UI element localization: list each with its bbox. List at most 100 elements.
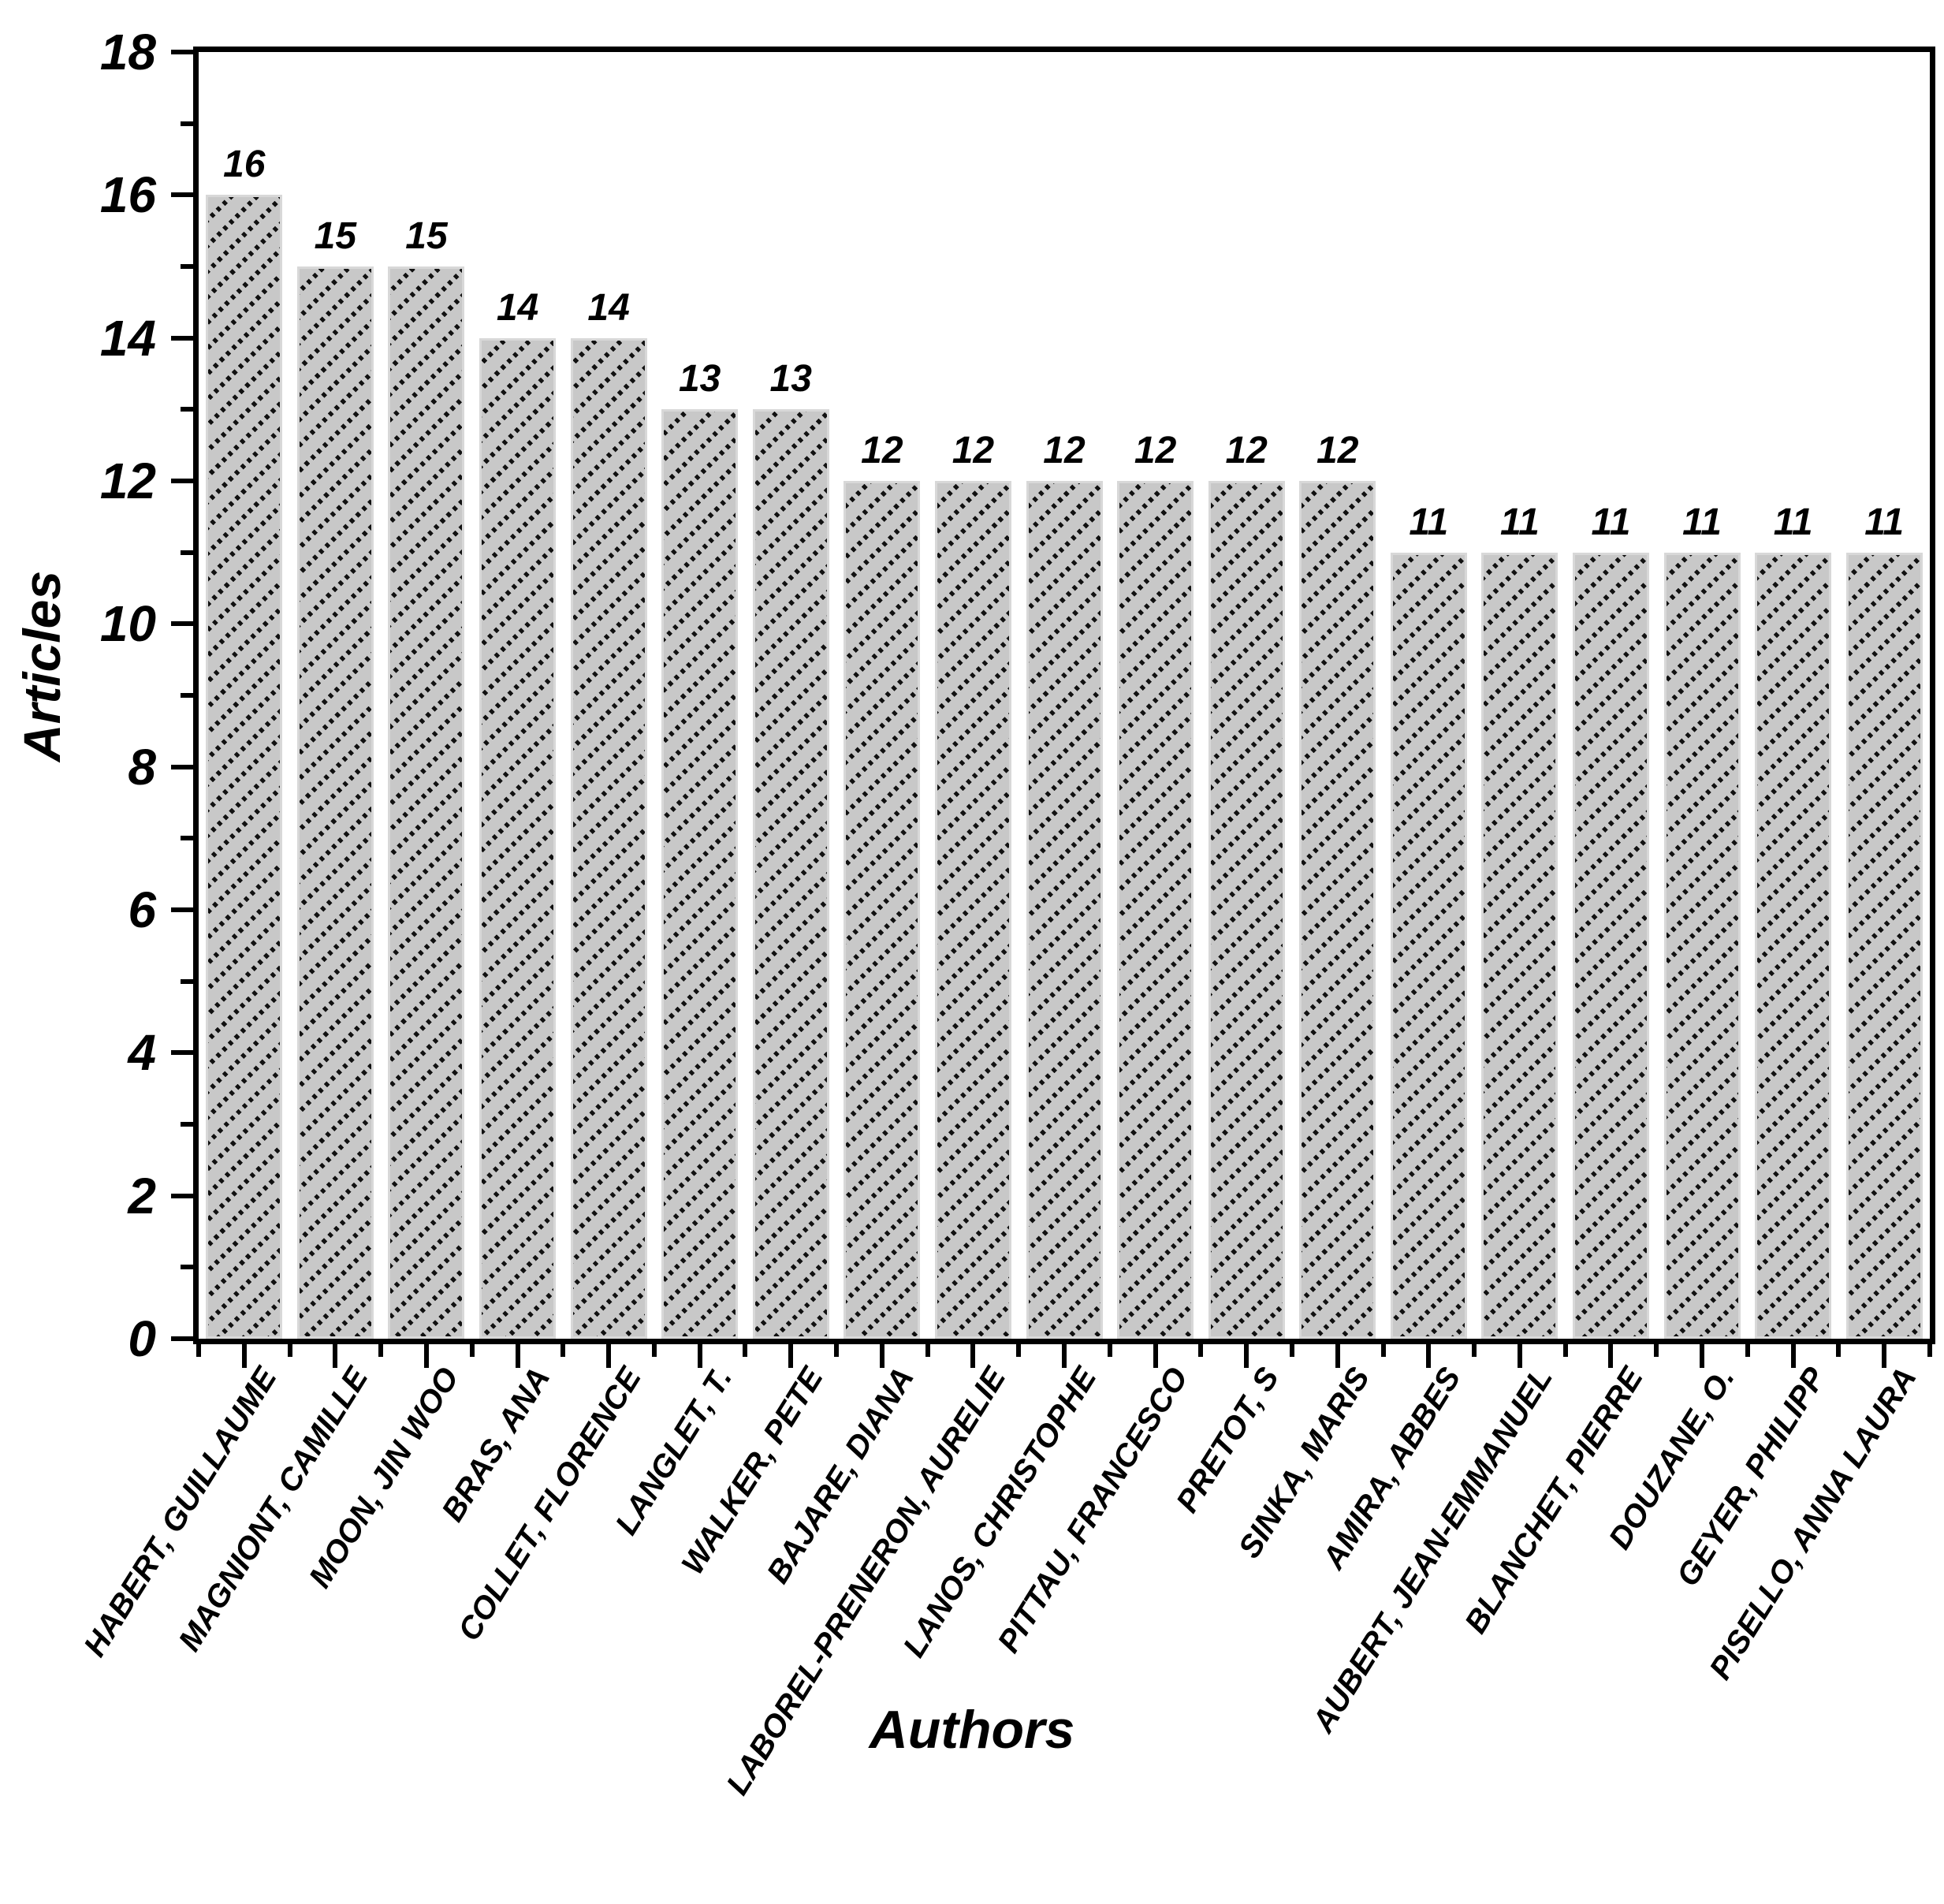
bar-value-label: 16 [223, 143, 266, 186]
y-minor-tick [181, 264, 193, 269]
x-major-tick [241, 1344, 247, 1368]
bar-value-label: 13 [678, 358, 721, 401]
bar-value-label: 11 [1682, 501, 1722, 543]
bar-laborel-preneron-aurelie [934, 481, 1011, 1339]
bar-sinka-maris [1299, 481, 1376, 1339]
x-major-tick [1153, 1344, 1158, 1368]
x-minor-tick [196, 1344, 201, 1357]
bar-value-label: 11 [1773, 501, 1813, 543]
bar-walker-pete [752, 409, 829, 1339]
x-minor-tick [1016, 1344, 1022, 1357]
bar-lanos-christophe [1026, 481, 1103, 1339]
y-minor-tick [181, 550, 193, 555]
bar-blanchet-pierre [1572, 552, 1649, 1339]
x-axis-title: Authors [869, 1700, 1075, 1760]
x-minor-tick [469, 1344, 475, 1357]
y-major-tick [171, 50, 193, 54]
bar-aubert-jean-emmanuel [1481, 552, 1559, 1339]
x-major-tick [515, 1344, 520, 1368]
x-major-tick [697, 1344, 702, 1368]
bar-magniont-camille [296, 266, 374, 1339]
y-minor-tick [181, 978, 193, 984]
x-minor-tick [925, 1344, 930, 1357]
y-tick-label: 10 [99, 595, 156, 653]
y-tick-label: 4 [128, 1024, 156, 1082]
bar-value-label: 14 [496, 286, 539, 329]
bar-value-label: 15 [314, 215, 357, 257]
bar-value-label: 12 [1316, 430, 1359, 471]
bar-pisello-anna-laura [1845, 552, 1923, 1339]
bar-value-label: 11 [1409, 501, 1449, 543]
x-minor-tick [1836, 1344, 1842, 1357]
x-minor-tick [1745, 1344, 1750, 1357]
y-major-tick [171, 764, 193, 769]
x-minor-tick [560, 1344, 566, 1357]
y-major-tick [171, 192, 193, 198]
bar-bras-ana [479, 337, 557, 1339]
bar-value-label: 15 [405, 215, 448, 257]
bar-value-label: 13 [769, 358, 812, 401]
bar-geyer-philipp [1755, 552, 1832, 1339]
x-major-tick [1335, 1344, 1340, 1368]
x-major-tick [879, 1344, 884, 1368]
x-minor-tick [287, 1344, 292, 1357]
bar-value-label: 14 [587, 286, 630, 329]
x-minor-tick [1927, 1344, 1932, 1357]
bar-value-label: 11 [1499, 501, 1540, 543]
y-major-tick [171, 1193, 193, 1198]
x-minor-tick [1289, 1344, 1294, 1357]
x-major-tick [606, 1344, 612, 1368]
bar-value-label: 11 [1591, 501, 1631, 543]
x-minor-tick [651, 1344, 657, 1357]
x-major-tick [1062, 1344, 1067, 1368]
x-minor-tick [743, 1344, 748, 1357]
x-tick-label: COLLET, FLORENCE [451, 1361, 648, 1647]
x-tick-label: BLANCHET, PIERRE [1458, 1361, 1651, 1640]
x-major-tick [788, 1344, 794, 1368]
y-tick-label: 8 [128, 738, 156, 796]
y-minor-tick [181, 1122, 193, 1127]
x-major-tick [1882, 1344, 1887, 1368]
y-minor-tick [181, 121, 193, 126]
y-major-tick [171, 907, 193, 912]
y-tick-label: 2 [128, 1167, 156, 1224]
y-tick-label: 0 [128, 1310, 156, 1367]
y-major-tick [171, 1050, 193, 1056]
bar-pittau-francesco [1117, 481, 1194, 1339]
bar-langlet-t [661, 409, 739, 1339]
y-tick-label: 14 [99, 309, 156, 367]
bar-bajare-diana [844, 481, 921, 1339]
bar-douzane-o [1663, 552, 1741, 1339]
x-major-tick [333, 1344, 338, 1368]
bar-value-label: 11 [1864, 501, 1905, 543]
y-tick-label: 16 [99, 166, 156, 224]
bar-value-label: 12 [1225, 430, 1268, 471]
bar-pretot-s [1208, 481, 1285, 1339]
y-major-tick [171, 479, 193, 483]
x-minor-tick [1380, 1344, 1386, 1357]
x-minor-tick [1654, 1344, 1659, 1357]
x-major-tick [1426, 1344, 1432, 1368]
x-minor-tick [834, 1344, 840, 1357]
x-minor-tick [1107, 1344, 1112, 1357]
y-major-tick [171, 621, 193, 627]
y-major-tick [171, 335, 193, 341]
y-minor-tick [181, 693, 193, 698]
x-major-tick [1517, 1344, 1522, 1368]
bar-value-label: 12 [1134, 430, 1177, 471]
x-major-tick [1608, 1344, 1614, 1368]
bar-moon-jin-woo [388, 266, 465, 1339]
y-minor-tick [181, 407, 193, 412]
bar-value-label: 12 [952, 430, 995, 471]
y-minor-tick [181, 1265, 193, 1270]
bar-amira-abbes [1390, 552, 1467, 1339]
bar-habert-guillaume [206, 195, 283, 1339]
y-tick-label: 12 [99, 453, 156, 509]
bar-collet-florence [570, 337, 647, 1339]
x-major-tick [970, 1344, 976, 1368]
bar-value-label: 12 [1043, 430, 1086, 471]
